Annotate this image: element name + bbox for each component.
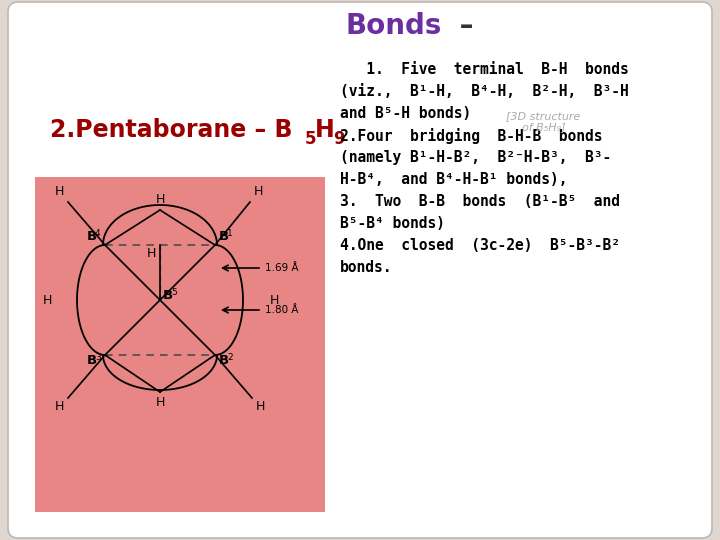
Text: H: H bbox=[270, 294, 279, 307]
Text: H: H bbox=[315, 118, 335, 142]
Text: B: B bbox=[219, 230, 229, 243]
Text: 4.One  closed  (3c-2e)  B⁵-B³-B²: 4.One closed (3c-2e) B⁵-B³-B² bbox=[340, 238, 620, 253]
Bar bbox=[35, 177, 325, 512]
Text: and B⁵-H bonds): and B⁵-H bonds) bbox=[340, 106, 472, 121]
Text: 9: 9 bbox=[333, 130, 345, 148]
Text: bonds.: bonds. bbox=[340, 260, 392, 275]
Text: H: H bbox=[156, 396, 165, 409]
Text: 2.Pentaborane – B: 2.Pentaborane – B bbox=[50, 118, 292, 142]
Text: 5: 5 bbox=[171, 288, 176, 297]
Text: 1: 1 bbox=[227, 229, 233, 238]
Text: –: – bbox=[450, 12, 474, 40]
Text: 1.80 Å: 1.80 Å bbox=[265, 305, 298, 315]
Text: (namely B¹-H-B²,  B²⁻H-B³,  B³-: (namely B¹-H-B², B²⁻H-B³, B³- bbox=[340, 150, 611, 165]
Text: H: H bbox=[254, 185, 264, 198]
Text: B: B bbox=[87, 354, 97, 367]
Text: 1.  Five  terminal  B-H  bonds: 1. Five terminal B-H bonds bbox=[340, 62, 629, 77]
Text: H: H bbox=[55, 185, 64, 198]
Text: B: B bbox=[219, 354, 229, 367]
Text: 3.  Two  B-B  bonds  (B¹-B⁵  and: 3. Two B-B bonds (B¹-B⁵ and bbox=[340, 194, 620, 209]
Text: B⁵-B⁴ bonds): B⁵-B⁴ bonds) bbox=[340, 216, 445, 231]
Text: H: H bbox=[55, 400, 64, 413]
Text: 2.Four  bridging  B-H-B  bonds: 2.Four bridging B-H-B bonds bbox=[340, 128, 603, 144]
Text: 3: 3 bbox=[95, 353, 101, 362]
FancyBboxPatch shape bbox=[8, 2, 712, 538]
Text: 4: 4 bbox=[95, 229, 101, 238]
Text: H-B⁴,  and B⁴-H-B¹ bonds),: H-B⁴, and B⁴-H-B¹ bonds), bbox=[340, 172, 567, 187]
Text: H: H bbox=[42, 294, 52, 307]
Text: H: H bbox=[156, 193, 165, 206]
Text: [3D structure
of B₅H₉]: [3D structure of B₅H₉] bbox=[506, 111, 581, 132]
Text: (viz.,  B¹-H,  B⁴-H,  B²-H,  B³-H: (viz., B¹-H, B⁴-H, B²-H, B³-H bbox=[340, 84, 629, 99]
Text: B: B bbox=[163, 289, 173, 302]
Text: 5: 5 bbox=[305, 130, 317, 148]
Text: H: H bbox=[147, 247, 156, 260]
Text: 1.69 Å: 1.69 Å bbox=[265, 263, 299, 273]
Text: Bonds: Bonds bbox=[345, 12, 441, 40]
Text: 2: 2 bbox=[227, 353, 233, 362]
Text: B: B bbox=[87, 230, 97, 243]
Text: H: H bbox=[256, 400, 266, 413]
